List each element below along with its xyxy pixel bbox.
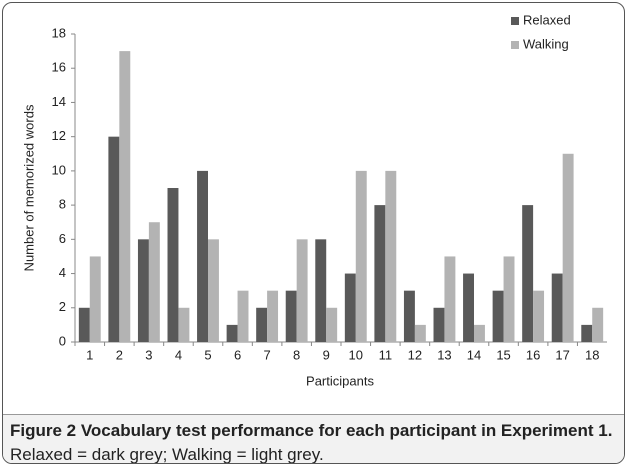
bar <box>551 273 563 342</box>
x-tick-label: 3 <box>145 347 152 362</box>
bar <box>285 290 297 342</box>
x-tick-label: 7 <box>263 347 270 362</box>
bar <box>296 239 308 342</box>
bar <box>474 324 485 342</box>
figure-frame: Figure 2 Vocabulary test performance for… <box>2 2 625 464</box>
bar <box>503 256 515 342</box>
chart: Participants Number of memorized words 0… <box>21 12 607 388</box>
x-tick-label: 4 <box>175 347 182 362</box>
legend-label: Relaxed <box>523 12 571 27</box>
bar <box>355 170 367 342</box>
x-tick-label: 1 <box>86 347 93 362</box>
bar <box>414 324 426 342</box>
x-tick-label: 17 <box>555 347 569 362</box>
bar <box>592 307 604 342</box>
y-tick-label: 2 <box>59 299 66 314</box>
x-tick-label: 9 <box>323 347 330 362</box>
bar <box>326 307 338 342</box>
bar <box>444 256 456 342</box>
bar <box>374 205 386 342</box>
bar <box>267 290 279 342</box>
bar <box>89 256 101 342</box>
bar <box>78 307 90 342</box>
bar <box>256 307 268 342</box>
legend-swatch <box>511 41 519 49</box>
bar <box>492 290 504 342</box>
bar <box>315 239 327 342</box>
x-tick-label: 2 <box>116 347 123 362</box>
bar <box>178 307 190 342</box>
bar <box>226 324 238 342</box>
legend-swatch <box>511 17 519 25</box>
bar <box>237 290 249 342</box>
bar <box>167 188 179 342</box>
x-tick-label: 10 <box>349 347 363 362</box>
legend-label: Walking <box>523 36 569 51</box>
bar <box>463 273 474 342</box>
x-tick-label: 6 <box>234 347 241 362</box>
y-tick-label: 14 <box>52 94 66 109</box>
y-tick-label: 12 <box>52 128 66 143</box>
bar <box>562 153 574 342</box>
bar <box>433 307 445 342</box>
bar <box>108 136 120 342</box>
y-tick-label: 10 <box>52 162 66 177</box>
caption-text: Relaxed = dark grey; Walking = light gre… <box>10 445 324 464</box>
bar <box>148 222 160 342</box>
bar <box>522 205 534 342</box>
y-tick-label: 16 <box>52 60 66 75</box>
x-tick-label: 18 <box>585 347 599 362</box>
y-tick-label: 4 <box>59 265 66 280</box>
y-tick-label: 6 <box>59 231 66 246</box>
bar <box>385 170 397 342</box>
x-tick-label: 15 <box>496 347 510 362</box>
bar <box>533 290 545 342</box>
caption: Figure 2 Vocabulary test performance for… <box>3 414 624 464</box>
bar <box>197 170 208 342</box>
bar <box>208 239 219 342</box>
x-tick-label: 5 <box>204 347 211 362</box>
bar <box>403 290 415 342</box>
bar <box>581 324 593 342</box>
x-axis-label: Participants <box>306 373 374 388</box>
bar <box>344 273 356 342</box>
y-axis-label: Number of memorized words <box>21 104 36 271</box>
x-tick-label: 13 <box>437 347 451 362</box>
y-tick-label: 0 <box>59 333 66 348</box>
y-tick-label: 18 <box>52 25 66 40</box>
x-tick-label: 14 <box>467 347 481 362</box>
bar <box>137 239 149 342</box>
y-tick-label: 8 <box>59 197 66 212</box>
caption-label: Figure 2 Vocabulary test performance for… <box>10 421 613 440</box>
x-tick-label: 8 <box>293 347 300 362</box>
bar <box>119 51 131 342</box>
x-tick-label: 12 <box>408 347 422 362</box>
x-tick-label: 16 <box>526 347 540 362</box>
x-tick-label: 11 <box>379 347 393 362</box>
